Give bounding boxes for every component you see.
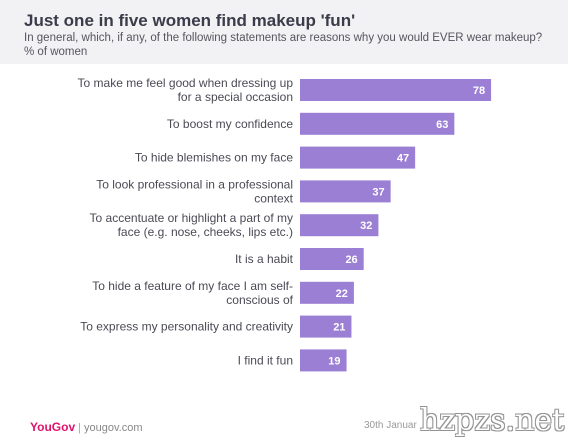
chart-subtitle: In general, which, if any, of the follow… (24, 32, 543, 58)
category-label-1: To make me feel good when dressing up for… (78, 76, 294, 104)
data-label-2: 63 (436, 119, 448, 131)
data-label-4: 37 (372, 186, 384, 198)
category-label-6: It is a habit (235, 252, 294, 266)
watermark: hzpzs.net (420, 403, 565, 438)
chart-header: Just one in five women find makeup 'fun'… (0, 0, 568, 64)
bar-9 (300, 349, 347, 372)
chart-title: Just one in five women find makeup 'fun' (24, 11, 356, 30)
data-label-8: 21 (333, 322, 345, 334)
data-label-9: 19 (328, 355, 340, 367)
data-label-7: 22 (336, 288, 348, 300)
category-label-7: To hide a feature of my face I am self-c… (92, 279, 293, 307)
data-label-3: 47 (397, 153, 409, 165)
footer-site[interactable]: yougov.com (83, 422, 143, 434)
category-label-9: I find it fun (238, 353, 293, 367)
footer: YouGov | yougov.com (30, 420, 142, 434)
bar-chart: 78 To make me feel good when dressing up f… (78, 76, 492, 372)
bar-6 (300, 248, 364, 270)
bar-5 (300, 214, 379, 237)
category-label-4: To look professional in a professional co… (96, 177, 293, 205)
category-label-8: To express my personality and creativity (80, 320, 293, 334)
bar-3 (300, 146, 416, 169)
footer-date: 30th Januar (364, 420, 417, 431)
bar-2 (300, 112, 455, 135)
footer-separator: | (78, 422, 81, 434)
bar-7 (300, 281, 354, 304)
data-label-1: 78 (473, 85, 485, 97)
category-label-2: To boost my confidence (167, 117, 293, 131)
category-label-3: To hide blemishes on my face (135, 151, 293, 165)
yougov-logo: YouGov (30, 420, 76, 434)
bar-4 (300, 180, 391, 203)
data-label-5: 32 (360, 220, 372, 232)
category-label-5: To accentuate or highlight a part of my f… (90, 211, 293, 239)
bar-1 (300, 79, 492, 101)
data-label-6: 26 (345, 254, 357, 266)
bar-8 (300, 315, 352, 338)
